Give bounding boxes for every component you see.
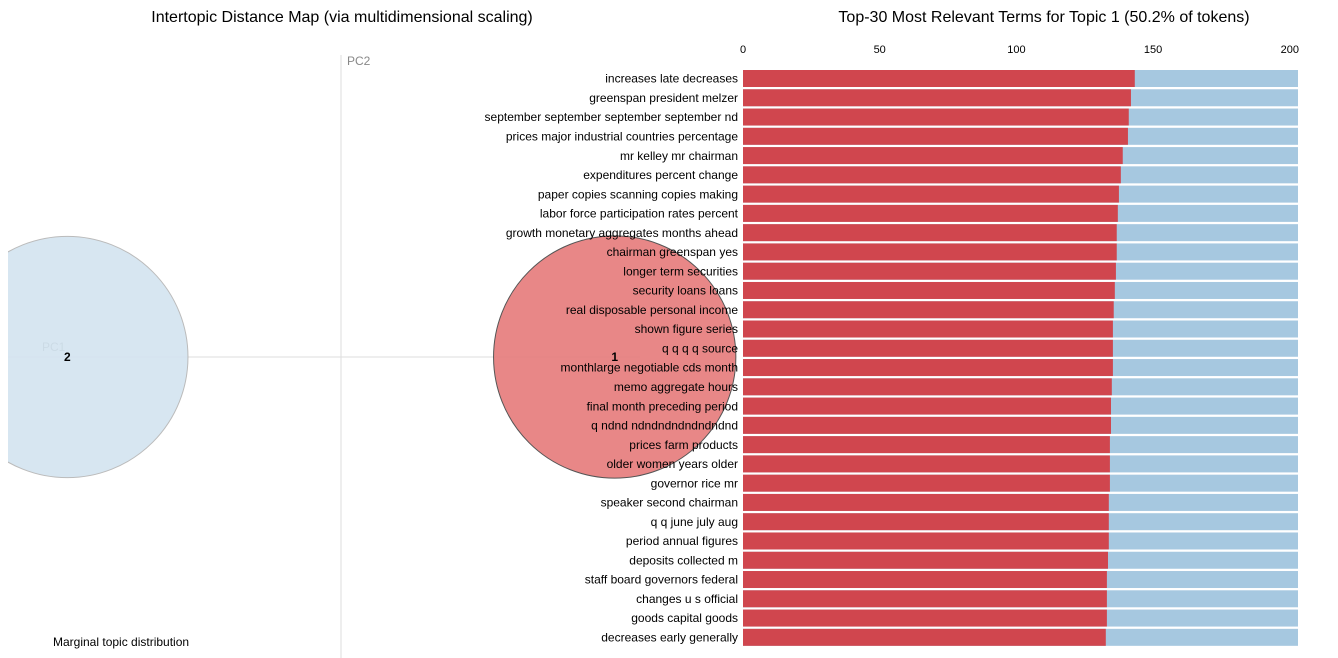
term-label: monthlarge negotiable cds month [561, 361, 738, 375]
term-label: memo aggregate hours [614, 380, 738, 394]
term-label: chairman greenspan yes [607, 245, 738, 259]
term-bar [743, 416, 1111, 434]
topic-bubble [8, 235, 189, 479]
topic-label: 2 [64, 350, 71, 364]
map: PC1PC212 [8, 54, 737, 658]
term-bar [743, 127, 1128, 145]
term-bar [743, 628, 1106, 646]
term-label: mr kelley mr chairman [620, 149, 738, 163]
term-bar [743, 70, 1135, 87]
term-bar [743, 224, 1117, 242]
pc2-label: PC2 [347, 54, 371, 68]
term-bar [743, 571, 1107, 589]
term-label: increases late decreases [605, 72, 738, 86]
term-label: final month preceding period [587, 399, 738, 413]
term-label: staff board governors federal [585, 573, 738, 587]
term-bar [743, 89, 1131, 107]
term-label: greenspan president melzer [589, 91, 738, 105]
term-label: prices major industrial countries percen… [506, 129, 738, 143]
x-tick-label: 200 [1281, 44, 1299, 56]
term-bar [743, 243, 1117, 261]
term-bar [743, 320, 1113, 338]
term-bar [743, 339, 1113, 357]
term-label: growth monetary aggregates months ahead [506, 226, 738, 240]
topic-bubble [493, 235, 737, 479]
bar-chart: 0 50 100 150 200 increases late decreases gree… [485, 44, 1299, 646]
term-label: labor force participation rates percent [540, 207, 739, 221]
term-bar [743, 455, 1110, 473]
term-label: september september september september … [485, 110, 738, 124]
term-label: deposits collected m [629, 553, 738, 567]
term-bar [743, 397, 1111, 415]
term-bar [743, 204, 1118, 222]
term-bar [743, 609, 1107, 627]
marginal-label: Marginal topic distribution [53, 635, 189, 649]
term-label: paper copies scanning copies making [538, 187, 738, 201]
term-bar [743, 378, 1112, 396]
term-bar [743, 262, 1116, 280]
term-bar [743, 532, 1109, 550]
term-label: q q june july aug [651, 515, 738, 529]
topic-label: 1 [611, 350, 618, 364]
term-label: security loans loans [633, 284, 738, 298]
term-label: goods capital goods [631, 611, 738, 625]
term-bar [743, 185, 1119, 203]
term-bar [743, 166, 1121, 184]
x-tick-label: 0 [740, 44, 746, 56]
term-bar [743, 493, 1109, 511]
term-label: period annual figures [626, 534, 738, 548]
term-bar [743, 436, 1110, 454]
term-bar [743, 474, 1110, 492]
x-tick-label: 50 [874, 44, 886, 56]
term-bar [743, 590, 1107, 608]
bar-title: Top-30 Most Relevant Terms for Topic 1 (… [838, 9, 1249, 26]
term-bar [743, 513, 1109, 531]
term-bar [743, 551, 1108, 569]
term-label: prices farm products [629, 438, 738, 452]
term-label: shown figure series [635, 322, 738, 336]
term-label: q q q q source [662, 341, 738, 355]
term-bar [743, 108, 1129, 126]
term-label: longer term securities [623, 264, 738, 278]
term-label: changes u s official [636, 592, 738, 606]
x-tick-label: 150 [1144, 44, 1162, 56]
term-bar [743, 301, 1114, 319]
term-label: q ndnd ndndndndndndndnd [591, 419, 738, 433]
term-label: real disposable personal income [566, 303, 738, 317]
term-label: decreases early generally [601, 631, 738, 645]
term-label: older women years older [607, 457, 738, 471]
x-tick-label: 100 [1007, 44, 1025, 56]
term-label: speaker second chairman [601, 496, 738, 510]
term-bar [743, 281, 1115, 299]
map-title: Intertopic Distance Map (via multidimens… [151, 9, 533, 26]
term-bar [743, 147, 1123, 165]
term-bar [743, 359, 1113, 377]
term-label: governor rice mr [651, 476, 738, 490]
term-label: expenditures percent change [583, 168, 738, 182]
